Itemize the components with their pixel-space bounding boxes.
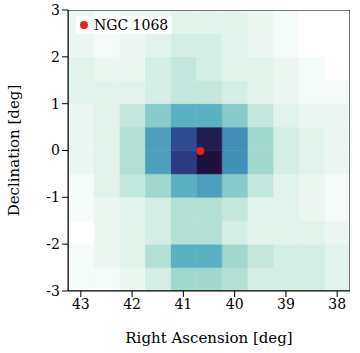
html-text:NGC 1068: NGC 1068 xyxy=(94,17,169,33)
svg-text:39: 39 xyxy=(277,296,295,312)
svg-text:3: 3 xyxy=(51,2,60,18)
svg-text:-1: -1 xyxy=(46,189,60,205)
svg-text:Declination [deg]: Declination [deg] xyxy=(5,85,23,217)
svg-text:-3: -3 xyxy=(46,283,60,299)
svg-text:43: 43 xyxy=(72,296,90,312)
svg-text:42: 42 xyxy=(123,296,141,312)
svg-text:Right Ascension [deg]: Right Ascension [deg] xyxy=(125,329,292,347)
svg-text:41: 41 xyxy=(174,296,192,312)
svg-text:0: 0 xyxy=(51,142,60,158)
svg-text:1: 1 xyxy=(51,96,60,112)
svg-text:38: 38 xyxy=(328,296,346,312)
svg-text:-2: -2 xyxy=(46,236,60,252)
svg-text:2: 2 xyxy=(51,49,60,65)
svg-text:40: 40 xyxy=(226,296,244,312)
